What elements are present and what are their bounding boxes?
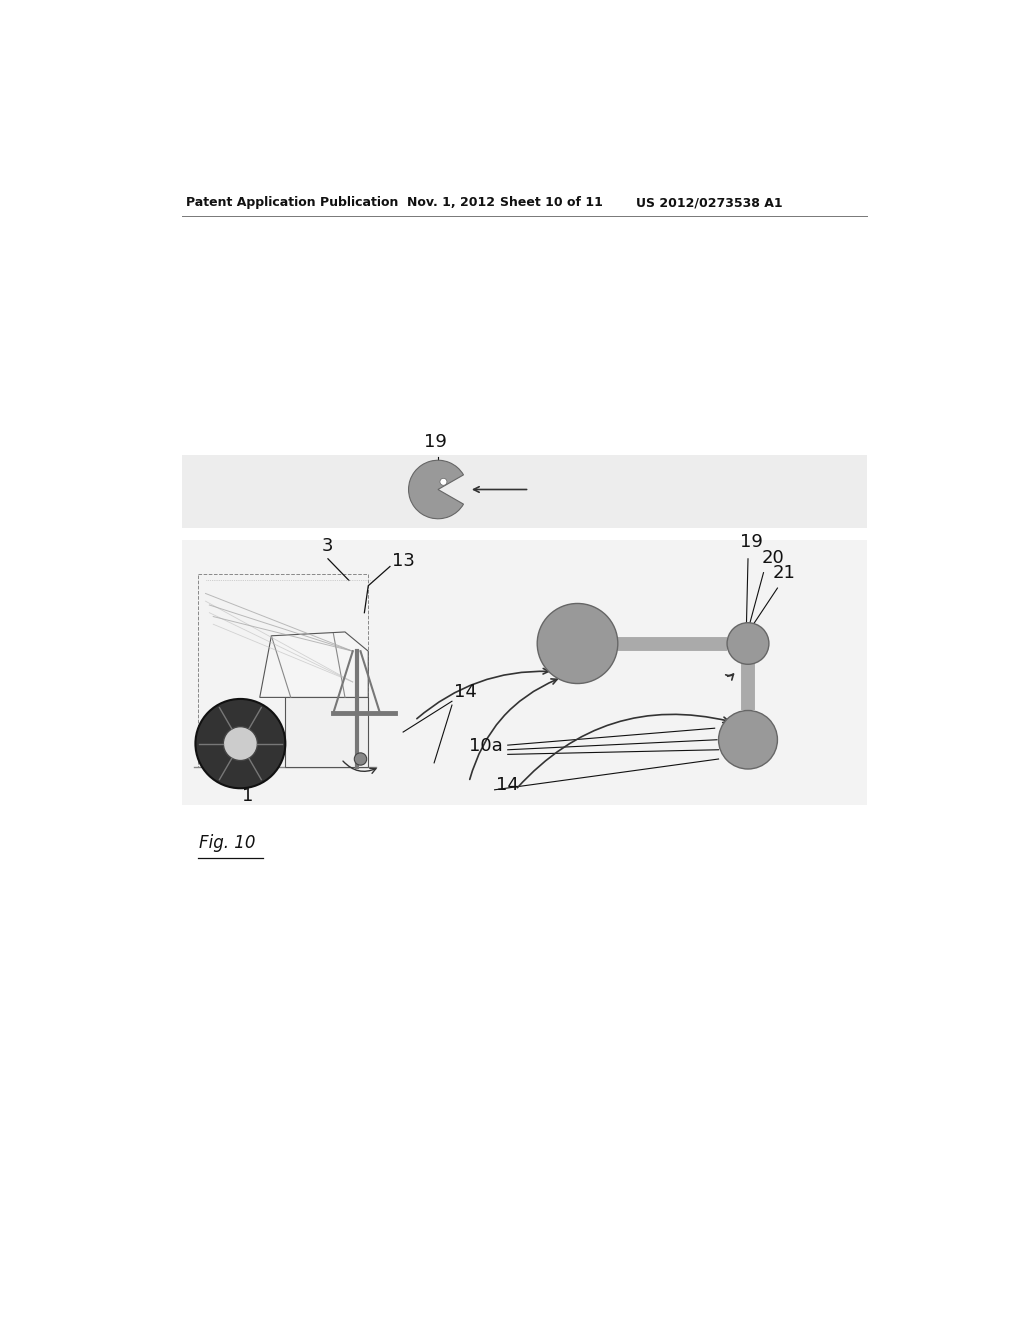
Circle shape [727,623,769,664]
Text: US 2012/0273538 A1: US 2012/0273538 A1 [636,197,782,209]
Text: 21: 21 [773,564,796,582]
Text: 1: 1 [243,787,254,805]
Circle shape [196,700,286,788]
Polygon shape [286,697,369,767]
Text: Nov. 1, 2012: Nov. 1, 2012 [407,197,495,209]
Text: Fig. 10: Fig. 10 [200,833,256,851]
Bar [182,455,867,528]
Circle shape [719,710,777,770]
Bar [182,540,867,805]
Circle shape [354,752,367,766]
Text: 19: 19 [740,533,763,552]
Text: 3: 3 [322,537,333,556]
Bar [198,574,369,767]
Circle shape [538,603,617,684]
Text: 14: 14 [496,776,519,793]
Text: 19: 19 [424,433,447,451]
Text: Patent Application Publication: Patent Application Publication [186,197,398,209]
Text: 14: 14 [454,684,476,701]
Circle shape [223,726,257,760]
Wedge shape [409,461,464,519]
Circle shape [440,478,446,486]
Text: 20: 20 [762,549,784,566]
Text: 13: 13 [391,553,415,570]
Text: 10a: 10a [469,738,503,755]
Text: Sheet 10 of 11: Sheet 10 of 11 [500,197,603,209]
Polygon shape [260,632,369,697]
